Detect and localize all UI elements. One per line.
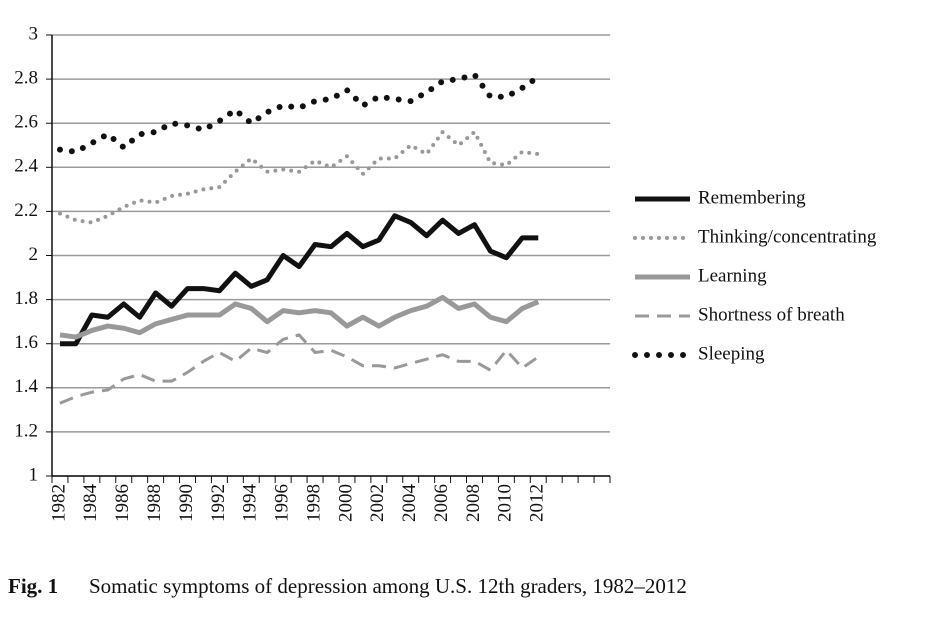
- x-tick-label: 1996: [272, 484, 293, 522]
- x-tick-label: 1994: [240, 484, 261, 523]
- caption-label: Fig. 1: [8, 574, 58, 598]
- y-tick-label: 1.2: [14, 420, 38, 441]
- legend-label: Sleeping: [698, 343, 765, 364]
- legend-label: Shortness of breath: [698, 304, 845, 325]
- y-tick-label: 2.2: [14, 200, 38, 221]
- x-tick-label: 1990: [176, 484, 197, 522]
- series-line: [59, 333, 540, 405]
- x-tick-label: 2012: [527, 484, 548, 522]
- y-tick-label: 2.8: [14, 67, 38, 88]
- y-tick-label: 2.4: [14, 156, 38, 177]
- x-tick-label: 2002: [367, 484, 388, 522]
- x-tick-label: 2008: [463, 484, 484, 522]
- caption: Somatic symptoms of depression among U.S…: [89, 574, 687, 598]
- y-tick-label: 2: [29, 244, 39, 265]
- x-tick-label: 2004: [399, 484, 420, 523]
- series-line: [57, 130, 541, 225]
- x-tick-label: 2000: [335, 484, 356, 522]
- y-tick-label: 1.6: [14, 332, 38, 353]
- x-tick-label: 2006: [431, 484, 452, 522]
- legend-label: Thinking/concentrating: [698, 226, 877, 247]
- x-tick-label: 1982: [48, 484, 69, 522]
- y-tick-label: 1.8: [14, 288, 38, 309]
- x-tick-label: 1986: [112, 484, 133, 522]
- x-tick-label: 1984: [80, 484, 101, 523]
- legend-label: Learning: [698, 265, 767, 286]
- series-line: [56, 71, 542, 155]
- x-tick-label: 1992: [208, 484, 229, 522]
- y-tick-label: 1.4: [14, 376, 38, 397]
- series-line: [59, 294, 540, 340]
- y-tick-label: 1: [29, 464, 39, 485]
- y-tick-label: 3: [29, 23, 39, 44]
- x-tick-label: 1988: [144, 484, 165, 522]
- x-tick-label: 2010: [495, 484, 516, 522]
- series-line: [59, 213, 539, 347]
- y-tick-label: 2.6: [14, 112, 38, 133]
- legend-label: Remembering: [698, 187, 806, 208]
- x-tick-label: 1998: [303, 484, 324, 522]
